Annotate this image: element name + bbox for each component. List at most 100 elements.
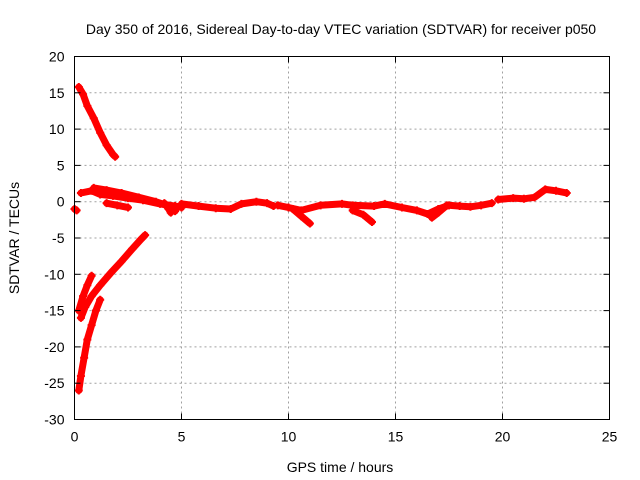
data-point	[87, 321, 96, 330]
data-point	[160, 199, 169, 208]
data-point	[83, 281, 92, 290]
data-point	[89, 114, 98, 123]
data-point	[370, 202, 379, 211]
data-point	[117, 257, 126, 266]
x-tick-label: 20	[495, 429, 511, 445]
data-point	[541, 185, 550, 194]
x-tick-label: 5	[178, 429, 186, 445]
data-point	[83, 101, 92, 110]
series-near-zero-dip	[102, 199, 132, 212]
data-point	[76, 371, 85, 380]
data-point	[111, 152, 120, 161]
y-tick-label: 15	[49, 85, 65, 101]
data-point	[91, 306, 100, 315]
y-tick-label: -25	[44, 375, 64, 391]
data-point	[87, 292, 96, 301]
y-tick-label: -15	[44, 303, 64, 319]
series-arc-upper-decay	[74, 82, 120, 161]
data-point	[359, 210, 368, 219]
data-point	[76, 188, 85, 197]
series-arc-deep-rise	[74, 295, 105, 395]
data-point	[166, 208, 175, 217]
data-point	[106, 268, 115, 277]
data-point	[442, 201, 451, 210]
series-dip-13h	[348, 206, 376, 227]
series-dip-4h	[160, 199, 175, 217]
x-tick-label: 15	[388, 429, 404, 445]
data-point	[80, 353, 89, 362]
data-point	[151, 197, 160, 206]
data-point	[530, 193, 539, 202]
data-point	[367, 218, 376, 227]
data-point	[124, 203, 132, 212]
data-point	[562, 188, 571, 197]
data-point	[288, 204, 297, 213]
data-point	[273, 201, 282, 210]
y-tick-label: 10	[49, 121, 65, 137]
y-tick-label: 0	[57, 194, 65, 210]
data-point	[117, 188, 126, 197]
data-point	[455, 202, 464, 211]
data-point	[96, 281, 105, 290]
y-tick-label: -30	[44, 412, 64, 428]
tick-layer: 0 5 10 15 20 25 -30 -25 -20 -15 -10 -5 0 5 10 15 20	[44, 49, 617, 445]
data-point	[427, 213, 436, 222]
data-point	[237, 199, 246, 208]
data-point	[316, 201, 325, 210]
data-point	[226, 204, 235, 213]
data-point	[113, 201, 122, 210]
data-point	[134, 193, 143, 202]
data-point	[338, 199, 346, 208]
data-point	[102, 199, 111, 208]
data-point	[96, 128, 105, 137]
x-tick-label: 0	[71, 429, 79, 445]
data-point	[102, 141, 111, 150]
series-early-point	[70, 204, 81, 215]
data-point	[141, 231, 150, 240]
y-tick-label: -20	[44, 339, 64, 355]
data-point	[72, 206, 81, 215]
data-point	[297, 212, 306, 221]
x-tick-label: 25	[602, 429, 618, 445]
series-near-zero-evening	[494, 185, 571, 204]
data-point	[466, 202, 475, 211]
y-axis-label: SDTVAR / TECUs	[6, 182, 22, 294]
data-point	[136, 235, 145, 244]
series-near-zero-midday	[177, 197, 278, 213]
x-axis-label: GPS time / hours	[287, 459, 394, 475]
data-point	[79, 292, 88, 301]
series-dip-17h	[427, 201, 451, 222]
y-tick-label: -10	[44, 266, 64, 282]
series-dip-10h	[288, 204, 314, 228]
data-point	[74, 82, 83, 91]
series-arc-lower-rise	[76, 231, 150, 322]
data-point	[83, 335, 92, 344]
data-point	[96, 295, 105, 304]
y-tick-label: 20	[49, 49, 65, 65]
data-point	[252, 197, 261, 206]
data-point	[552, 186, 560, 195]
data-point	[194, 202, 203, 211]
data-point	[509, 194, 518, 203]
data-point	[348, 206, 357, 215]
data-point	[412, 206, 421, 215]
data-point	[423, 210, 432, 219]
data-point	[211, 204, 220, 213]
series-trace	[75, 83, 119, 161]
data-point	[79, 90, 88, 99]
series-trace	[75, 272, 96, 315]
data-point	[89, 183, 98, 192]
data-point	[102, 186, 111, 195]
data-point	[177, 199, 186, 208]
data-point	[477, 201, 486, 210]
data-point	[263, 199, 272, 208]
y-tick-label: 5	[57, 157, 65, 173]
data-point	[487, 199, 496, 208]
grid-layer	[74, 56, 610, 420]
data-point	[74, 386, 83, 395]
data-point	[380, 199, 389, 208]
y-tick-label: -5	[52, 230, 65, 246]
series-arc-short-rise	[74, 271, 96, 315]
series-trace	[349, 206, 376, 226]
